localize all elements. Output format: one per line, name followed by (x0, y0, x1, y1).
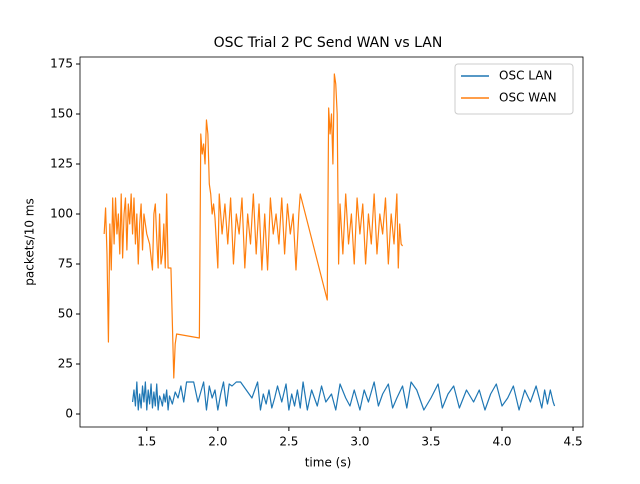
x-tick-label: 2.0 (208, 435, 227, 449)
y-tick-label: 75 (58, 257, 73, 271)
x-tick-label: 4.5 (564, 435, 583, 449)
y-tick-label: 0 (65, 407, 73, 421)
series-line (131, 381, 556, 411)
y-tick-label: 150 (50, 107, 73, 121)
x-axis-label: time (s) (305, 456, 352, 470)
chart-title: OSC Trial 2 PC Send WAN vs LAN (214, 35, 443, 51)
x-tick-label: 3.0 (350, 435, 369, 449)
x-tick-label: 4.0 (492, 435, 511, 449)
y-tick-label: 100 (50, 207, 73, 221)
y-tick-label: 50 (58, 307, 73, 321)
legend-label: OSC LAN (499, 69, 552, 83)
y-axis-label: packets/10 ms (23, 198, 37, 286)
x-tick-label: 3.5 (421, 435, 440, 449)
y-tick-label: 25 (58, 357, 73, 371)
x-tick-label: 1.5 (137, 435, 156, 449)
y-tick-label: 125 (50, 157, 73, 171)
y-tick-label: 175 (50, 57, 73, 71)
plot-frame (79, 56, 584, 428)
series-line (103, 73, 404, 379)
legend-label: OSC WAN (499, 91, 557, 105)
x-tick-label: 2.5 (279, 435, 298, 449)
